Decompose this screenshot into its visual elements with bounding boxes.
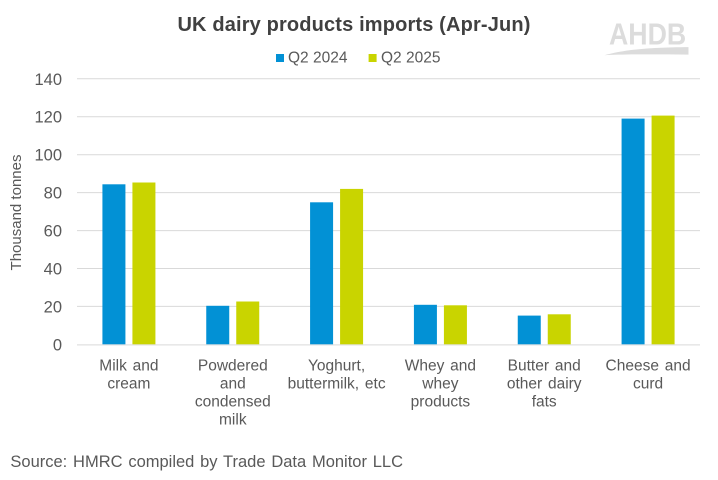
svg-text:40: 40 — [44, 261, 62, 279]
svg-text:Thousand tonnes: Thousand tonnes — [8, 155, 25, 271]
svg-text:140: 140 — [34, 71, 62, 89]
svg-text:80: 80 — [44, 185, 62, 203]
svg-text:UK dairy products imports (Apr: UK dairy products imports (Apr-Jun) — [177, 14, 530, 36]
svg-text:Source: HMRC compiled by Trade: Source: HMRC compiled by Trade Data Moni… — [10, 453, 403, 471]
svg-text:100: 100 — [34, 147, 62, 165]
svg-text:0: 0 — [53, 336, 62, 354]
svg-text:60: 60 — [44, 223, 62, 241]
svg-text:Q2 2025: Q2 2025 — [381, 50, 440, 67]
svg-text:AHDB: AHDB — [609, 18, 686, 52]
svg-text:Yoghurt,buttermilk, etc: Yoghurt, buttermilk, etc — [288, 358, 386, 393]
svg-text:20: 20 — [44, 298, 62, 316]
svg-text:120: 120 — [34, 109, 62, 127]
svg-text:Q2 2024: Q2 2024 — [288, 50, 348, 67]
